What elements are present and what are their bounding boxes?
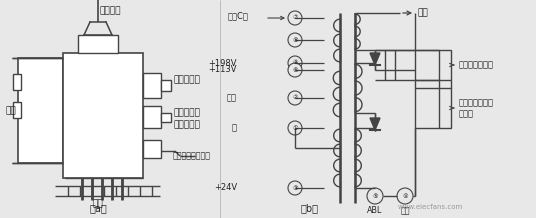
Text: ⑥: ⑥ xyxy=(292,68,298,73)
Text: +24V: +24V xyxy=(214,184,237,192)
Bar xyxy=(78,35,118,53)
Text: ②: ② xyxy=(292,95,298,100)
Circle shape xyxy=(397,188,413,204)
Text: 接地: 接地 xyxy=(400,206,410,215)
Text: （a）: （a） xyxy=(89,203,107,213)
Text: 线圈: 线圈 xyxy=(5,107,16,116)
Bar xyxy=(439,50,451,80)
Text: 加速极电压: 加速极电压 xyxy=(173,109,200,118)
Text: +198V: +198V xyxy=(209,58,237,68)
Circle shape xyxy=(367,188,383,204)
Text: ⑤: ⑤ xyxy=(372,194,378,199)
Bar xyxy=(63,53,143,178)
Text: 高压: 高压 xyxy=(418,9,429,17)
Text: ⑨: ⑨ xyxy=(292,61,298,65)
Text: 高压引线: 高压引线 xyxy=(100,6,122,15)
Circle shape xyxy=(288,33,302,47)
Text: 调加速极电压的: 调加速极电压的 xyxy=(459,99,494,107)
Circle shape xyxy=(288,11,302,25)
Text: 行管C极: 行管C极 xyxy=(228,12,249,20)
Bar xyxy=(18,58,63,163)
Text: 地: 地 xyxy=(232,124,237,133)
Text: ⑦: ⑦ xyxy=(292,15,298,20)
Text: 调聚焦的电位器: 调聚焦的电位器 xyxy=(459,61,494,70)
Circle shape xyxy=(288,63,302,77)
Text: 电位器: 电位器 xyxy=(459,109,474,119)
Polygon shape xyxy=(370,53,380,65)
Circle shape xyxy=(288,181,302,195)
Circle shape xyxy=(288,56,302,70)
Bar xyxy=(143,106,161,128)
Bar xyxy=(143,140,161,158)
Text: 灯丝: 灯丝 xyxy=(227,94,237,102)
Bar xyxy=(385,50,395,80)
Text: 聚焦电压输出引线: 聚焦电压输出引线 xyxy=(173,152,211,160)
Text: ④: ④ xyxy=(402,194,408,199)
Text: ⑧: ⑧ xyxy=(292,37,298,43)
Text: +113V: +113V xyxy=(209,65,237,75)
Text: ③: ③ xyxy=(292,186,298,191)
Text: 调整电位器: 调整电位器 xyxy=(173,121,200,129)
Text: ABL: ABL xyxy=(367,206,383,215)
Text: （b）: （b） xyxy=(301,203,319,213)
Bar xyxy=(143,73,161,98)
Text: 引脚: 引脚 xyxy=(93,199,103,208)
Polygon shape xyxy=(370,118,380,130)
Text: 聚焦电位器: 聚焦电位器 xyxy=(173,75,200,85)
Text: ①: ① xyxy=(292,126,298,131)
Text: www.elecfans.com: www.elecfans.com xyxy=(397,204,463,210)
Bar xyxy=(13,102,21,118)
Bar xyxy=(161,113,171,122)
Circle shape xyxy=(288,121,302,135)
Circle shape xyxy=(288,91,302,105)
Bar xyxy=(439,88,451,128)
Bar xyxy=(13,74,21,90)
Bar xyxy=(161,80,171,91)
